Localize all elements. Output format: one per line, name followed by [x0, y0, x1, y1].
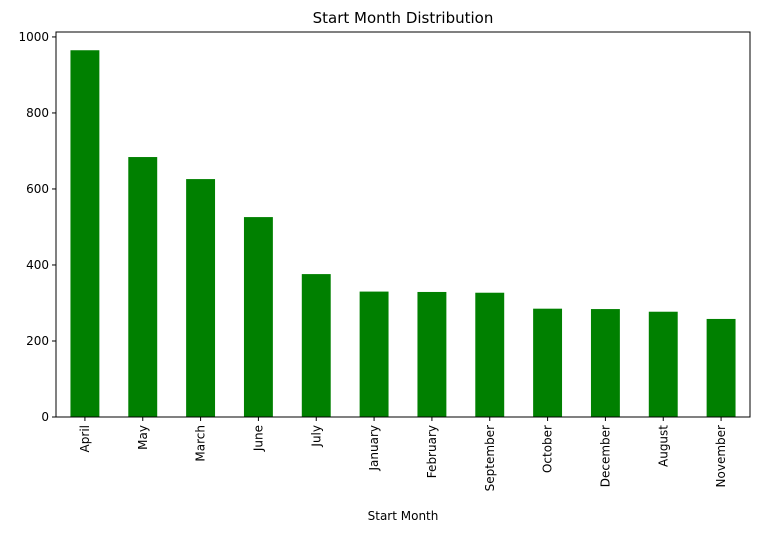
- x-tick-label: August: [656, 425, 670, 467]
- x-tick-label: July: [309, 425, 323, 448]
- bar-december: [590, 309, 620, 417]
- y-axis: 0 200 400 600 800 1000: [18, 30, 56, 424]
- bar-october: [533, 308, 563, 417]
- x-tick-label: May: [136, 425, 150, 450]
- x-axis-title: Start Month: [368, 509, 439, 523]
- x-tick-label: March: [194, 425, 208, 462]
- bar-april: [70, 50, 100, 417]
- bars-layer: [70, 50, 736, 417]
- y-tick-label: 600: [26, 182, 49, 196]
- bar-september: [475, 292, 505, 417]
- x-tick-label: June: [251, 425, 265, 452]
- bar-march: [186, 179, 216, 417]
- x-tick-label: October: [541, 425, 555, 473]
- y-tick-label: 1000: [18, 30, 49, 44]
- plot-frame: [55, 31, 751, 418]
- bar-february: [417, 291, 447, 417]
- bar-january: [359, 291, 389, 417]
- bar-may: [128, 157, 158, 417]
- bar-august: [648, 311, 678, 417]
- bar-june: [243, 217, 273, 417]
- bar-july: [301, 274, 331, 417]
- x-tick-label: April: [78, 425, 92, 452]
- x-axis: April May March June July January February Sept…: [78, 417, 728, 491]
- chart-title: Start Month Distribution: [313, 9, 494, 27]
- x-tick-label: January: [367, 425, 381, 472]
- y-tick-label: 800: [26, 106, 49, 120]
- bar-november: [706, 318, 736, 417]
- x-tick-label: February: [425, 425, 439, 478]
- y-tick-label: 400: [26, 258, 49, 272]
- x-tick-label: November: [714, 425, 728, 487]
- x-tick-label: September: [483, 425, 497, 491]
- y-tick-label: 200: [26, 334, 49, 348]
- x-tick-label: December: [598, 425, 612, 487]
- y-tick-label: 0: [41, 410, 49, 424]
